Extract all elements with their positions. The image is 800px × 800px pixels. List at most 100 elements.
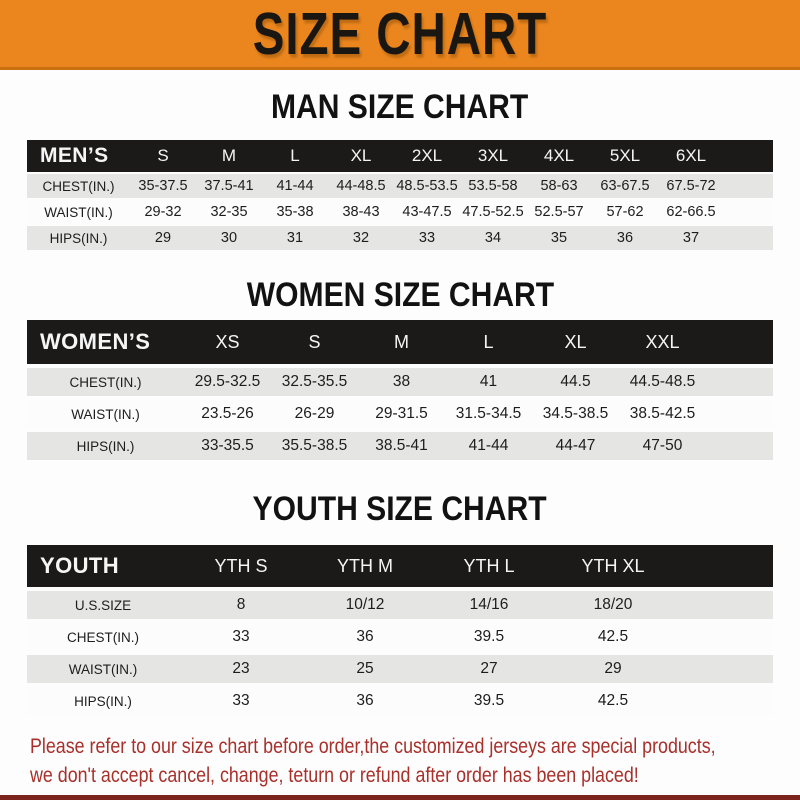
size-value-cell: 63-67.5 [592,174,658,198]
size-value-cell: 53.5-58 [460,174,526,198]
size-value-cell: 44-48.5 [328,174,394,198]
size-value-cell: 33 [179,687,303,715]
size-value-cell: 32 [328,226,394,250]
size-column-header: YTH M [303,545,427,587]
table-header-row: MEN’S S M L XL 2XL 3XL 4XL 5XL 6XL [27,140,773,172]
size-value-cell: 23 [179,655,303,683]
table-header-row: YOUTH YTH S YTH M YTH L YTH XL [27,545,773,587]
size-column-header: 3XL [460,140,526,172]
heading-text: WOMEN SIZE CHART [246,275,554,314]
size-value-cell: 10/12 [303,591,427,619]
size-value-cell: 38.5-42.5 [619,400,706,428]
size-value-cell: 35-37.5 [130,174,196,198]
size-value-cell: 38-43 [328,200,394,224]
size-value-cell: 62-66.5 [658,200,724,224]
youth-section: YOUTH SIZE CHART YOUTH YTH S YTH M YTH L YTH… [0,489,800,719]
size-value-cell: 33 [394,226,460,250]
women-size-table: WOMEN’S XS S M L XL XXL CHEST(IN.) 29.5-32.5 32.5… [27,316,773,464]
size-value-cell: 58-63 [526,174,592,198]
heading-text: YOUTH SIZE CHART [252,489,548,528]
size-value-cell: 8 [179,591,303,619]
size-value-cell: 36 [303,623,427,651]
banner: SIZE CHART [0,0,800,70]
size-value-cell: 35 [526,226,592,250]
row-label: HIPS(IN.) [27,432,184,460]
size-value-cell: 47.5-52.5 [460,200,526,224]
size-column-header: XL [532,320,619,364]
size-value-cell: 48.5-53.5 [394,174,460,198]
man-size-chart-heading: MAN SIZE CHART [0,87,800,126]
row-spacer [675,687,773,715]
size-column-header: XL [328,140,394,172]
row-label: U.S.SIZE [27,591,179,619]
header-spacer [706,320,773,364]
table-header-label: MEN’S [27,140,130,172]
measurement-row: CHEST(IN.) 35-37.5 37.5-41 41-44 44-48.5 48.5… [27,174,773,198]
size-column-header: L [445,320,532,364]
row-label: HIPS(IN.) [27,687,179,715]
size-value-cell: 14/16 [427,591,551,619]
size-value-cell: 67.5-72 [658,174,724,198]
measurement-row: HIPS(IN.) 29 30 31 32 33 34 35 36 37 [27,226,773,250]
size-value-cell: 44.5-48.5 [619,368,706,396]
size-value-cell: 41 [445,368,532,396]
size-value-cell: 41-44 [445,432,532,460]
row-label: WAIST(IN.) [27,655,179,683]
row-spacer [724,174,773,198]
size-column-header: M [196,140,262,172]
disclaimer-line-2: we don't accept cancel, change, teturn o… [30,764,639,787]
row-spacer [706,400,773,428]
size-value-cell: 37 [658,226,724,250]
row-label: HIPS(IN.) [27,226,130,250]
size-value-cell: 39.5 [427,687,551,715]
size-value-cell: 43-47.5 [394,200,460,224]
disclaimer-note: Please refer to our size chart before or… [30,732,800,790]
measurement-row: HIPS(IN.) 33-35.5 35.5-38.5 38.5-41 41-44 44-… [27,432,773,460]
man-section: MAN SIZE CHART MEN’S S M L XL 2XL 3XL 4XL 5XL 6XL… [0,87,800,252]
size-value-cell: 38 [358,368,445,396]
size-value-cell: 34.5-38.5 [532,400,619,428]
size-value-cell: 30 [196,226,262,250]
row-spacer [675,591,773,619]
size-value-cell: 29.5-32.5 [184,368,271,396]
measurement-row: WAIST(IN.) 29-32 32-35 35-38 38-43 43-47.5 47.… [27,200,773,224]
size-value-cell: 33 [179,623,303,651]
header-spacer [724,140,773,172]
row-spacer [675,623,773,651]
size-column-header: XS [184,320,271,364]
row-spacer [706,368,773,396]
youth-size-chart-heading: YOUTH SIZE CHART [0,489,800,528]
size-value-cell: 57-62 [592,200,658,224]
women-section: WOMEN SIZE CHART WOMEN’S XS S M L XL XXL CHEST(… [0,275,800,464]
size-column-header: 2XL [394,140,460,172]
row-label: CHEST(IN.) [27,368,184,396]
size-value-cell: 42.5 [551,623,675,651]
banner-title: SIZE CHART [252,0,548,67]
size-value-cell: 32-35 [196,200,262,224]
size-value-cell: 44-47 [532,432,619,460]
size-value-cell: 29 [551,655,675,683]
size-value-cell: 31.5-34.5 [445,400,532,428]
size-column-header: 5XL [592,140,658,172]
size-value-cell: 38.5-41 [358,432,445,460]
measurement-row: U.S.SIZE 8 10/12 14/16 18/20 [27,591,773,619]
measurement-row: CHEST(IN.) 33 36 39.5 42.5 [27,623,773,651]
women-size-chart-heading: WOMEN SIZE CHART [0,275,800,314]
size-value-cell: 37.5-41 [196,174,262,198]
disclaimer-line-1: Please refer to our size chart before or… [30,735,716,758]
row-spacer [675,655,773,683]
measurement-row: CHEST(IN.) 29.5-32.5 32.5-35.5 38 41 44.5 44.5… [27,368,773,396]
size-value-cell: 34 [460,226,526,250]
size-value-cell: 47-50 [619,432,706,460]
size-value-cell: 29 [130,226,196,250]
size-value-cell: 25 [303,655,427,683]
size-column-header: S [130,140,196,172]
row-label: WAIST(IN.) [27,400,184,428]
bottom-edge-strip [0,795,800,800]
size-value-cell: 26-29 [271,400,358,428]
size-column-header: S [271,320,358,364]
row-label: CHEST(IN.) [27,174,130,198]
size-column-header: YTH S [179,545,303,587]
size-value-cell: 33-35.5 [184,432,271,460]
